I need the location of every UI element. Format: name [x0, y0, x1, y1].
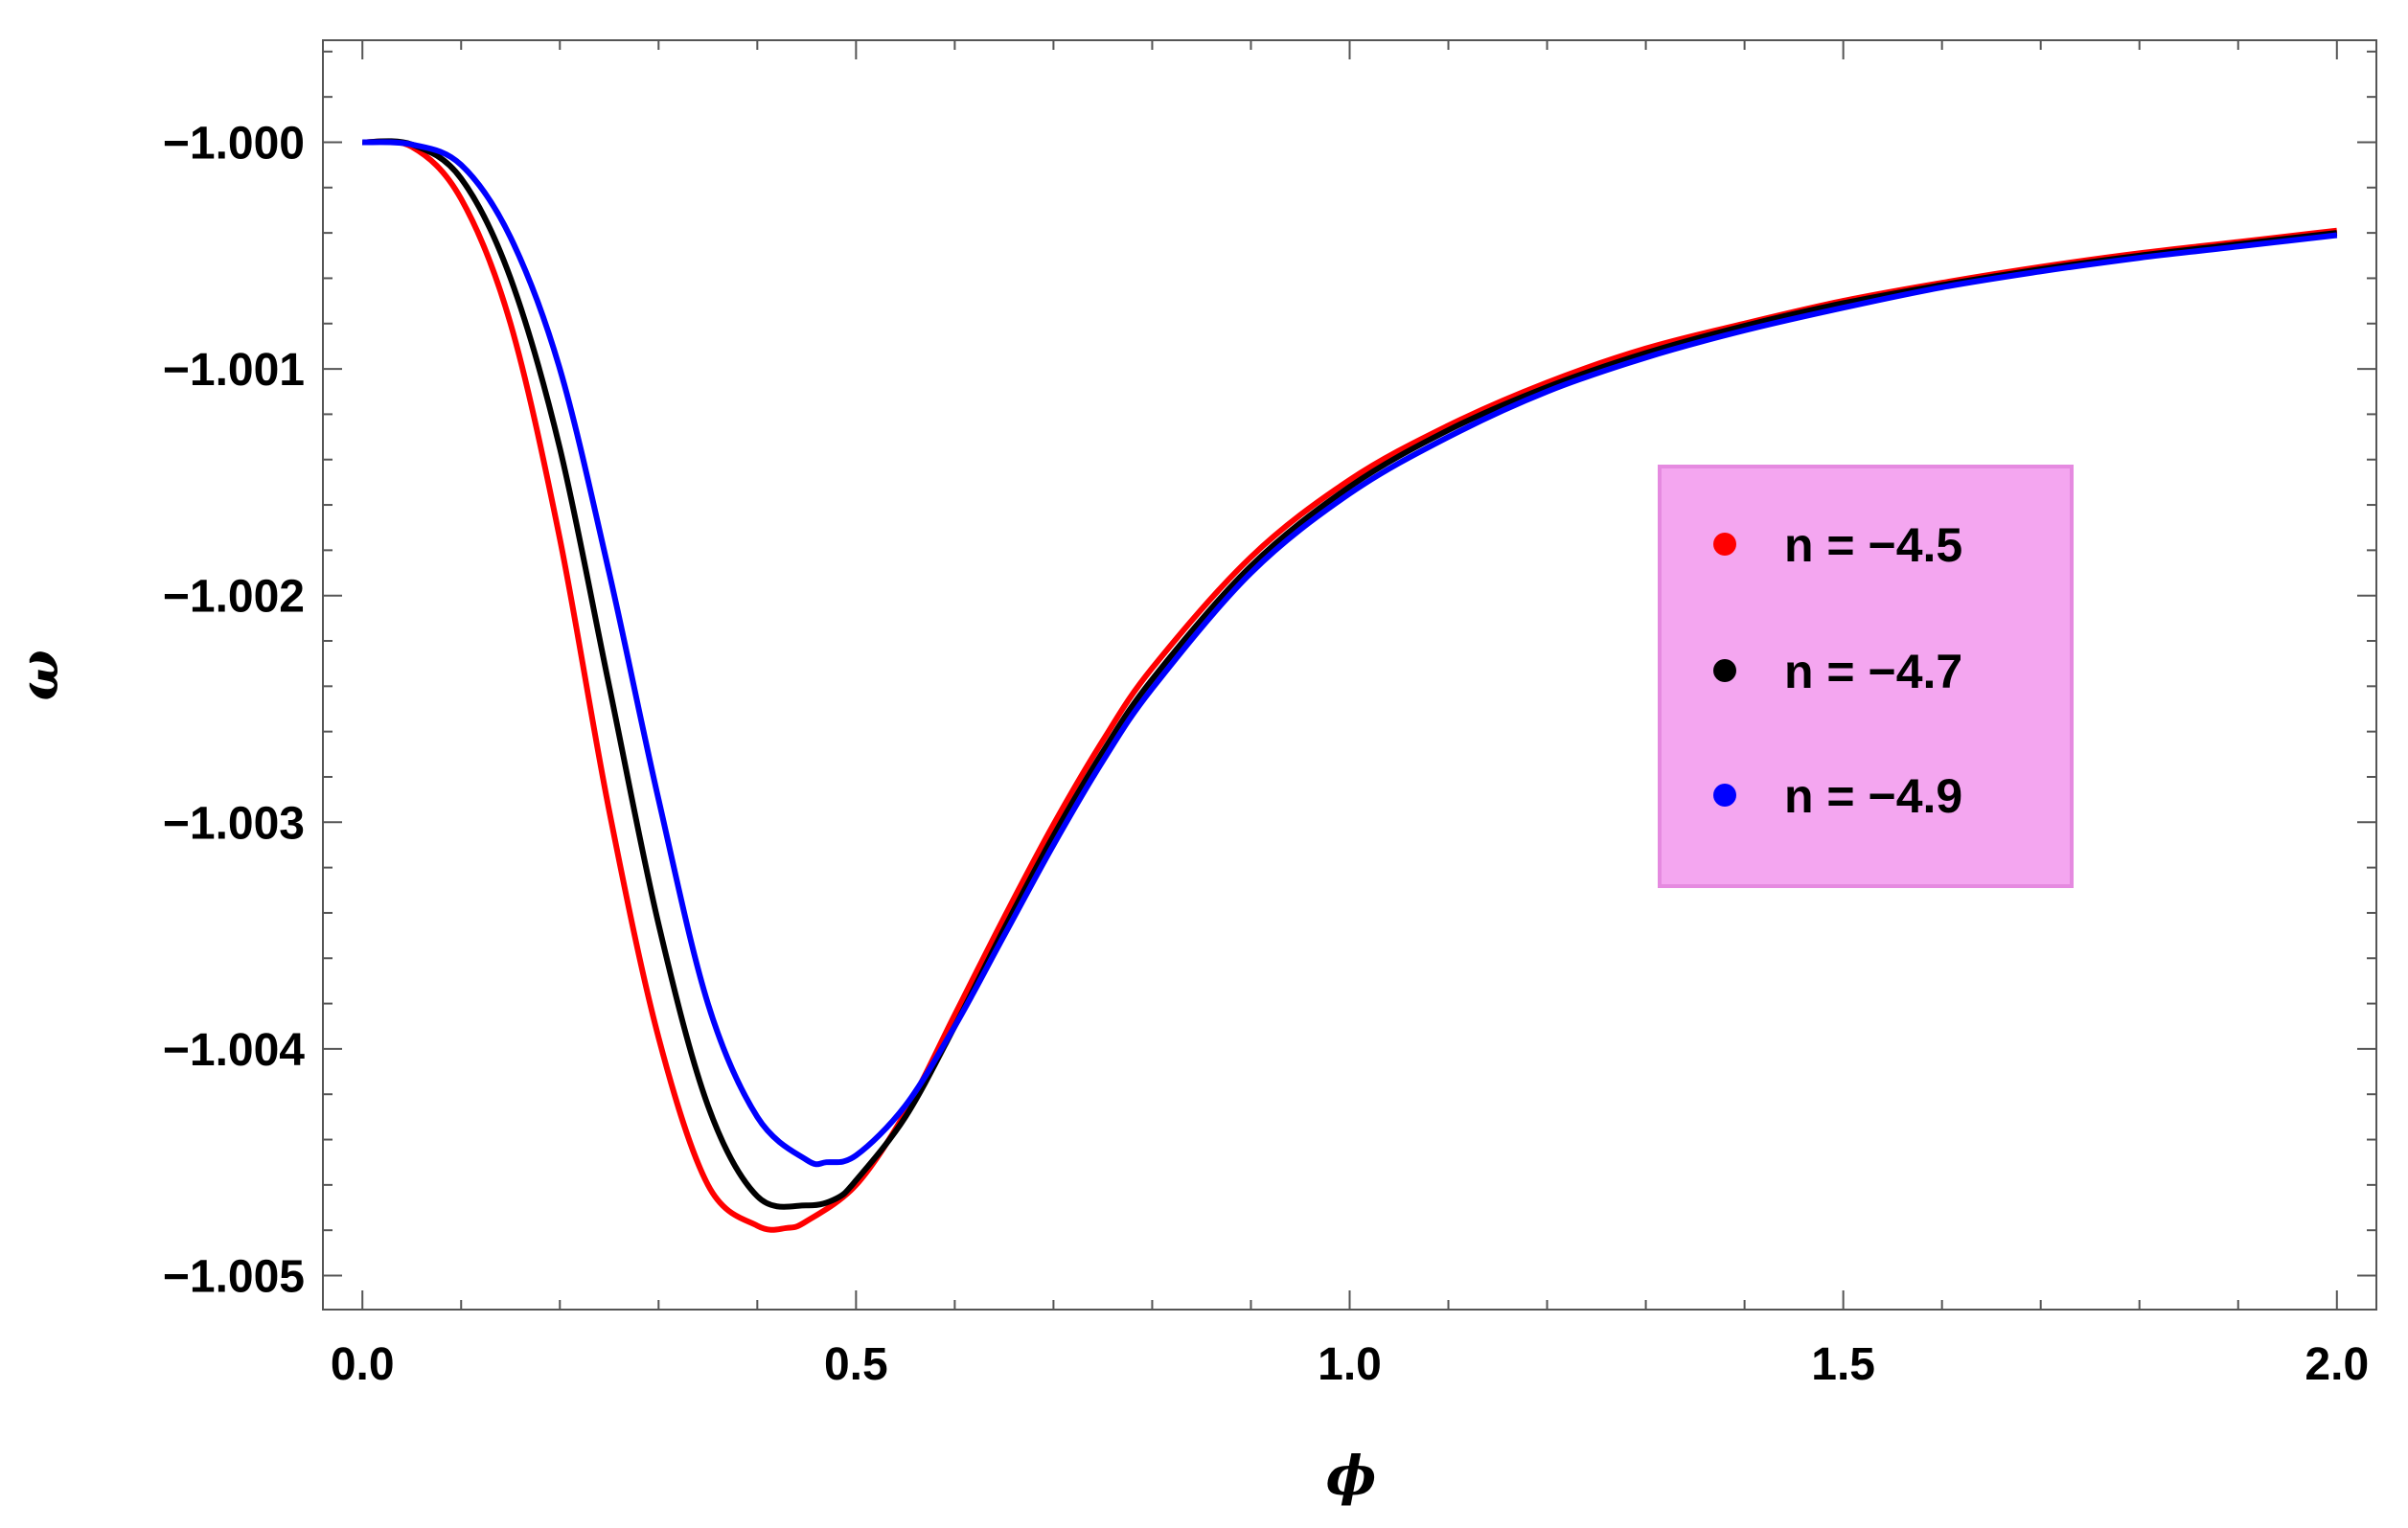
x-tick-label: 0.5: [824, 1339, 888, 1390]
legend-marker: [1713, 659, 1736, 682]
y-tick-labels: −1.000 −1.001 −1.002 −1.003 −1.004 −1.005: [163, 118, 305, 1302]
legend-label: n = −4.7: [1784, 645, 1962, 698]
y-tick-label: −1.002: [163, 572, 305, 623]
legend-marker: [1713, 784, 1736, 807]
x-tick-label: 1.5: [1811, 1339, 1875, 1390]
major-ticks: [323, 40, 2376, 1310]
legend-label: n = −4.5: [1784, 518, 1962, 572]
y-tick-label: −1.005: [163, 1252, 305, 1303]
legend-items: n = −4.5 n = −4.7 n = −4.9: [1713, 518, 1962, 823]
legend: n = −4.5 n = −4.7 n = −4.9: [1658, 465, 2074, 888]
x-tick-label: 2.0: [2305, 1339, 2369, 1390]
y-tick-label: −1.004: [163, 1025, 305, 1076]
legend-marker: [1713, 533, 1736, 556]
x-tick-labels: 0.0 0.5 1.0 1.5 2.0: [331, 1339, 2369, 1390]
series-line-2: [362, 139, 2338, 1168]
legend-label: n = −4.9: [1784, 769, 1962, 823]
y-tick-label: −1.003: [163, 798, 305, 849]
series-lines: [361, 138, 2338, 1233]
x-tick-label: 0.0: [331, 1339, 395, 1390]
x-axis-label: ϕ: [1326, 1445, 1377, 1508]
y-tick-label: −1.001: [163, 345, 305, 396]
series-line-1: [362, 138, 2338, 1210]
y-tick-label: −1.000: [163, 118, 305, 169]
y-axis-label: ω: [8, 650, 71, 700]
x-tick-label: 1.0: [1318, 1339, 1382, 1390]
minor-ticks: [323, 40, 2376, 1310]
